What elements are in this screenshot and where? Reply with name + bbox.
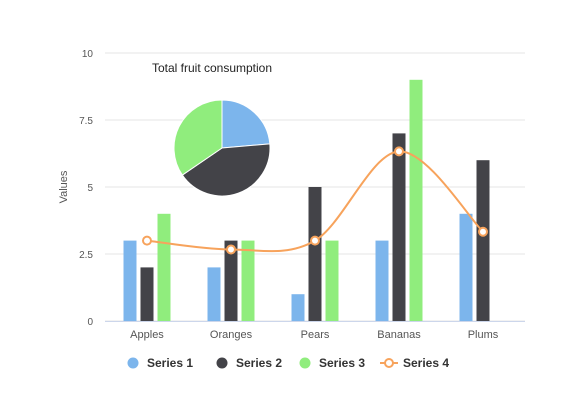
legend-circle-marker bbox=[299, 357, 311, 369]
bar-series-3-pears[interactable] bbox=[325, 240, 339, 321]
series-4-line bbox=[142, 146, 488, 255]
x-tick-label-bananas: Bananas bbox=[377, 329, 421, 341]
legend-label: Series 2 bbox=[236, 356, 282, 370]
x-axis: Apples Oranges Pears Bananas Plums bbox=[105, 321, 525, 341]
pie-chart bbox=[173, 99, 271, 197]
y-tick-label: 10 bbox=[82, 49, 94, 60]
bar-series-2-apples[interactable] bbox=[140, 267, 154, 321]
legend-label: Series 1 bbox=[147, 356, 193, 370]
bar-series-2-bananas[interactable] bbox=[392, 133, 406, 321]
y-axis-label: Values bbox=[58, 170, 70, 203]
bars bbox=[123, 79, 490, 321]
y-axis-ticks: 0 2.5 5 7.5 10 bbox=[79, 49, 93, 328]
legend-item-series-4[interactable]: Series 4 bbox=[380, 356, 449, 370]
bar-series-1-plums[interactable] bbox=[459, 213, 473, 321]
bar-series-3-bananas[interactable] bbox=[409, 79, 423, 321]
pie-slice-series-2[interactable] bbox=[181, 143, 271, 197]
y-tick-label: 5 bbox=[87, 183, 93, 194]
y-tick-label: 2.5 bbox=[79, 250, 93, 261]
series-4-point-apples[interactable] bbox=[142, 235, 152, 246]
x-tick-label-apples: Apples bbox=[130, 329, 164, 341]
series-4-point-bananas[interactable] bbox=[394, 146, 404, 157]
legend-label: Series 4 bbox=[403, 356, 449, 370]
series-4-point-plums[interactable] bbox=[478, 226, 488, 237]
legend-circle-marker bbox=[384, 358, 394, 368]
y-tick-label: 0 bbox=[87, 317, 93, 328]
bar-series-1-bananas[interactable] bbox=[375, 240, 389, 321]
legend-item-series-3[interactable]: Series 3 bbox=[299, 356, 366, 370]
bar-series-3-oranges[interactable] bbox=[241, 240, 255, 321]
x-tick-label-pears: Pears bbox=[301, 329, 330, 341]
bar-series-2-plums[interactable] bbox=[476, 160, 490, 321]
bar-series-1-oranges[interactable] bbox=[207, 267, 221, 321]
bar-series-3-apples[interactable] bbox=[157, 213, 171, 321]
legend[interactable]: Series 1 Series 2 Series 3 Series 4 bbox=[127, 356, 450, 370]
x-tick-label-plums: Plums bbox=[468, 329, 499, 341]
series-4-point-oranges[interactable] bbox=[226, 244, 236, 255]
legend-circle-marker bbox=[127, 357, 139, 369]
legend-item-series-2[interactable]: Series 2 bbox=[216, 356, 283, 370]
bar-series-1-pears[interactable] bbox=[291, 294, 305, 321]
y-tick-label: 7.5 bbox=[79, 116, 93, 127]
pie-slice-series-1[interactable] bbox=[221, 99, 271, 149]
bar-series-1-apples[interactable] bbox=[123, 240, 137, 321]
series-4-spline[interactable] bbox=[146, 150, 484, 253]
x-tick-label-oranges: Oranges bbox=[210, 329, 253, 341]
bar-series-2-oranges[interactable] bbox=[224, 240, 238, 321]
pie-slice-series-3[interactable] bbox=[173, 99, 223, 176]
pie-title: Total fruit consumption bbox=[152, 61, 272, 75]
legend-item-series-1[interactable]: Series 1 bbox=[127, 356, 194, 370]
series-4-point-pears[interactable] bbox=[310, 235, 320, 246]
legend-circle-marker bbox=[216, 357, 228, 369]
legend-label: Series 3 bbox=[319, 356, 365, 370]
bar-series-2-pears[interactable] bbox=[308, 187, 322, 321]
